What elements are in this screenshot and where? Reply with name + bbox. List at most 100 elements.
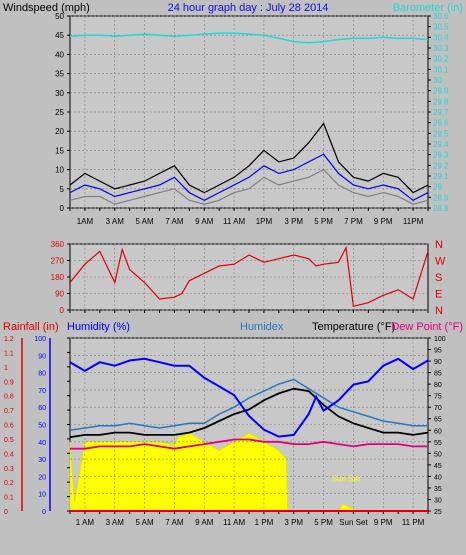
y2-tick-label: 29 bbox=[433, 183, 442, 192]
compass-label: S bbox=[435, 272, 442, 284]
temp-tick-label: 30 bbox=[434, 497, 442, 504]
temp-tick-label: 90 bbox=[434, 359, 442, 366]
humidex-line bbox=[69, 378, 428, 432]
barometer-line bbox=[69, 32, 429, 44]
temp-tick-label: 65 bbox=[434, 417, 442, 424]
wind-low-line bbox=[69, 168, 429, 205]
rain-tick-label: 0.2 bbox=[4, 480, 14, 487]
temp-tick-label: 35 bbox=[434, 486, 442, 493]
x-tick-label: 5 PM bbox=[314, 217, 333, 226]
y2-tick-label: 30 bbox=[433, 76, 442, 85]
barometer-axis-title: Barometer (in) bbox=[393, 2, 463, 14]
y2-tick-label: 30.5 bbox=[433, 23, 449, 32]
x-tick-label: 11 AM bbox=[223, 518, 245, 527]
wind-direction-line bbox=[69, 245, 429, 308]
y2-tick-label: 29.9 bbox=[433, 87, 449, 96]
temp-humidity-panel: 0 10 20 30 40 50 60 70 80 90 100 0 0.1 0.2 0.3 0.4 0.5 0.… bbox=[4, 336, 446, 527]
rain-tick-label: 1.2 bbox=[4, 336, 14, 343]
x-tick-label: 11 AM bbox=[223, 217, 245, 226]
x-tick-label: 9 PM bbox=[374, 518, 393, 527]
humidity-line bbox=[69, 357, 429, 438]
rain-tick-label: 1 bbox=[4, 365, 8, 372]
y2-tick-label: 29.6 bbox=[433, 119, 449, 128]
temp-tick-label: 85 bbox=[434, 371, 442, 378]
graph-title: 24 hour graph day : July 28 2014 bbox=[168, 2, 329, 14]
x-tick-label: 11 PM bbox=[402, 518, 425, 527]
temperature-axis-title: Temperature (°F) bbox=[312, 321, 395, 333]
x-tick-label: 9 AM bbox=[195, 518, 214, 527]
temp-tick-label: 75 bbox=[434, 394, 442, 401]
rain-tick-label: 0.4 bbox=[4, 451, 14, 458]
humidity-axis-title: Humidity (%) bbox=[67, 321, 130, 333]
temp-tick-label: 95 bbox=[434, 348, 442, 355]
y-tick-label: 0 bbox=[60, 204, 65, 213]
x-tick-label: 11PM bbox=[403, 217, 424, 226]
y-tick-label: 30 bbox=[55, 89, 64, 98]
wind-average-line bbox=[69, 153, 429, 202]
y2-tick-label: 29.5 bbox=[433, 129, 449, 138]
humidity-tick-label: 40 bbox=[38, 440, 46, 447]
x-tick-label: Sun Set bbox=[339, 518, 368, 527]
compass-label: N bbox=[435, 239, 443, 251]
y-tick-label: 180 bbox=[51, 273, 65, 282]
humidity-tick-label: 20 bbox=[38, 474, 46, 481]
temp-tick-label: 50 bbox=[434, 451, 442, 458]
x-tick-label: 3 PM bbox=[284, 518, 303, 527]
temp-tick-label: 100 bbox=[434, 336, 446, 343]
x-tick-label: 5 AM bbox=[135, 518, 154, 527]
y2-tick-label: 29.2 bbox=[433, 161, 449, 170]
rain-tick-label: 0.8 bbox=[4, 394, 14, 401]
rain-tick-label: 0.7 bbox=[4, 408, 14, 415]
y2-tick-label: 30.1 bbox=[433, 65, 449, 74]
rain-tick-label: 0.6 bbox=[4, 423, 14, 430]
temp-tick-label: 70 bbox=[434, 405, 442, 412]
y2-tick-label: 28.9 bbox=[433, 193, 449, 202]
compass-label: N bbox=[435, 305, 443, 317]
y-tick-label: 50 bbox=[55, 12, 64, 21]
y-tick-label: 10 bbox=[55, 166, 64, 175]
compass-label: W bbox=[435, 256, 446, 268]
temp-tick-label: 80 bbox=[434, 382, 442, 389]
rain-tick-label: 1.1 bbox=[4, 350, 14, 357]
humidity-tick-label: 60 bbox=[38, 405, 46, 412]
y2-tick-label: 30.6 bbox=[433, 12, 449, 21]
humidity-tick-label: 70 bbox=[38, 388, 46, 395]
rain-tick-label: 0 bbox=[4, 509, 8, 516]
temp-tick-label: 25 bbox=[434, 509, 442, 516]
humidity-tick-label: 80 bbox=[38, 371, 46, 378]
y-tick-label: 40 bbox=[55, 50, 64, 59]
rain-tick-label: 0.3 bbox=[4, 466, 14, 473]
y-tick-label: 25 bbox=[55, 108, 64, 117]
y-tick-label: 15 bbox=[55, 146, 64, 155]
sun-set-annotation: Sun Set bbox=[332, 475, 361, 484]
humidity-tick-label: 90 bbox=[38, 353, 46, 360]
x-tick-label: 3 AM bbox=[106, 217, 125, 226]
x-tick-label: 9 AM bbox=[195, 217, 214, 226]
y2-tick-label: 29.7 bbox=[433, 108, 449, 117]
y-tick-label: 45 bbox=[55, 31, 64, 40]
humidity-tick-label: 50 bbox=[38, 423, 46, 430]
y2-tick-label: 28.8 bbox=[433, 204, 449, 213]
dewpoint-axis-title: Dew Point (°F) bbox=[391, 321, 463, 333]
wind-gust-line bbox=[69, 122, 429, 194]
y2-tick-label: 30.2 bbox=[433, 55, 449, 64]
x-tick-label: 1AM bbox=[77, 217, 94, 226]
y2-tick-label: 30.4 bbox=[433, 33, 449, 42]
x-tick-label: 9 PM bbox=[374, 217, 393, 226]
x-tick-label: 7 AM bbox=[165, 217, 184, 226]
x-tick-label: 5 PM bbox=[314, 518, 333, 527]
rainfall-axis-title: Rainfall (in) bbox=[3, 321, 59, 333]
y-tick-label: 20 bbox=[55, 127, 64, 136]
y2-tick-label: 29.3 bbox=[433, 151, 449, 160]
plot-area bbox=[69, 15, 429, 209]
dewpoint-line bbox=[70, 438, 428, 450]
x-tick-label: 3 PM bbox=[284, 217, 303, 226]
y2-tick-label: 29.8 bbox=[433, 97, 449, 106]
windspeed-axis-title: Windspeed (mph) bbox=[3, 2, 90, 14]
y-tick-label: 360 bbox=[51, 240, 65, 249]
humidity-tick-label: 30 bbox=[38, 457, 46, 464]
y2-tick-label: 29.1 bbox=[433, 172, 449, 181]
wind-barometer-panel: 0510152025303540455028.828.92929.129.229… bbox=[55, 12, 449, 226]
